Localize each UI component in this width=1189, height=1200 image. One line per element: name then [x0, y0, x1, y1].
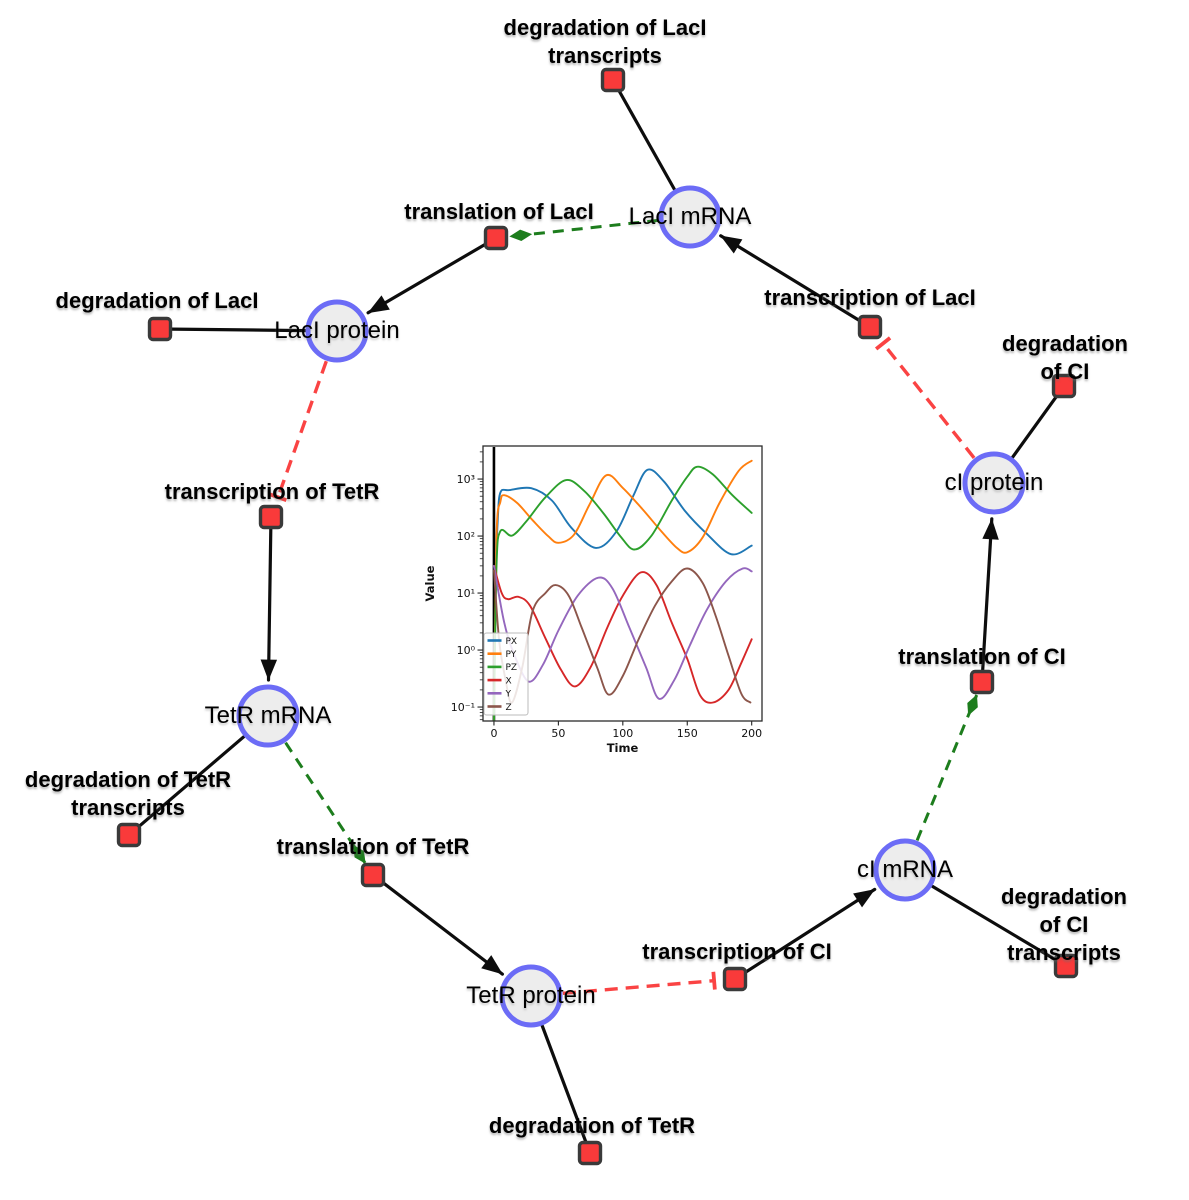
legend: PX PY PZ XYZ — [483, 632, 529, 716]
plot-frame — [482, 445, 763, 722]
reaction-node-transcription-of-laci[interactable] — [857, 314, 883, 340]
edge-consumption-tetr-protein-to-degradation-of-tetr — [540, 1024, 588, 1144]
species-node-laci-protein[interactable] — [305, 299, 369, 363]
y-tick-label: 10¹ — [457, 587, 475, 600]
reaction-node-degradation-of-tetr[interactable] — [577, 1140, 603, 1166]
edge-consumption-laci-protein-to-degradation-of-laci — [170, 327, 307, 333]
edge-production-translation-of-ci-to-ci-protein — [981, 517, 999, 672]
x-axis-label: Time — [607, 741, 639, 755]
edge-consumption-ci-protein-to-degradation-of-ci — [1011, 394, 1059, 459]
edge-modifier-tetr-mrna-to-translation-of-tetr — [284, 741, 367, 865]
species-node-ci-protein[interactable] — [962, 451, 1026, 515]
legend-label-PY: PY — [506, 650, 517, 660]
edge-production-translation-of-tetr-to-tetr-protein — [380, 880, 504, 976]
edge-production-transcription-of-ci-to-ci-mrna — [743, 887, 877, 975]
reaction-node-degradation-of-laci[interactable] — [147, 316, 173, 342]
reaction-node-transcription-of-tetr[interactable] — [258, 504, 284, 530]
reaction-node-translation-of-tetr[interactable] — [360, 862, 386, 888]
species-node-ci-mrna[interactable] — [873, 838, 937, 902]
species-node-tetr-mrna[interactable] — [236, 684, 300, 748]
series-Y-line — [493, 564, 753, 700]
edge-inhibition-tetr-protein-to-transcription-of-ci — [562, 971, 717, 995]
edge-consumption-tetr-mrna-to-degradation-of-tetr-transcripts — [136, 735, 246, 829]
reaction-node-degradation-of-ci[interactable] — [1051, 373, 1077, 399]
edge-production-translation-of-laci-to-laci-protein — [366, 242, 488, 315]
legend-label-PX: PX — [506, 637, 518, 647]
y-tick-label: 10⁻¹ — [451, 701, 475, 714]
reaction-node-degradation-of-ci-transcripts[interactable] — [1053, 953, 1079, 979]
legend-label-X: X — [506, 676, 512, 686]
reaction-node-transcription-of-ci[interactable] — [722, 966, 748, 992]
legend-label-Z: Z — [506, 703, 512, 713]
reaction-node-translation-of-laci[interactable] — [483, 225, 509, 251]
y-tick-label: 10² — [457, 530, 475, 543]
series-X-line — [493, 564, 753, 704]
species-node-laci-mrna[interactable] — [658, 185, 722, 249]
edge-consumption-ci-mrna-to-degradation-of-ci-transcripts — [930, 884, 1058, 962]
y-tick-label: 10³ — [457, 473, 475, 486]
edge-production-transcription-of-laci-to-laci-mrna — [719, 234, 862, 323]
edge-inhibition-ci-protein-to-transcription-of-laci — [874, 336, 976, 459]
edge-inhibition-laci-protein-to-transcription-of-tetr — [268, 360, 328, 502]
edge-production-transcription-of-tetr-to-tetr-mrna — [260, 527, 278, 682]
edge-modifier-laci-mrna-to-translation-of-laci — [509, 218, 659, 241]
x-tick-label: 0 — [490, 727, 497, 740]
x-tick-label: 50 — [551, 727, 565, 740]
legend-label-PZ: PZ — [506, 663, 518, 673]
legend-label-Y: Y — [505, 690, 512, 700]
reaction-node-degradation-of-tetr-transcripts[interactable] — [116, 822, 142, 848]
y-axis-label: Value — [423, 565, 437, 601]
y-tick-label: 10⁰ — [457, 644, 476, 657]
x-tick-label: 150 — [677, 727, 698, 740]
reaction-node-translation-of-ci[interactable] — [969, 669, 995, 695]
edge-modifier-ci-mrna-to-translation-of-ci — [915, 694, 979, 841]
edge-consumption-laci-mrna-to-degradation-of-laci-transcripts — [617, 88, 676, 191]
reaction-node-degradation-of-laci-transcripts[interactable] — [600, 67, 626, 93]
series-PY-line — [493, 459, 753, 721]
series-PZ-line — [493, 465, 753, 721]
species-node-tetr-protein[interactable] — [499, 964, 563, 1028]
x-tick-label: 100 — [612, 727, 633, 740]
x-tick-label: 200 — [741, 727, 762, 740]
series-Z-line — [493, 567, 752, 704]
